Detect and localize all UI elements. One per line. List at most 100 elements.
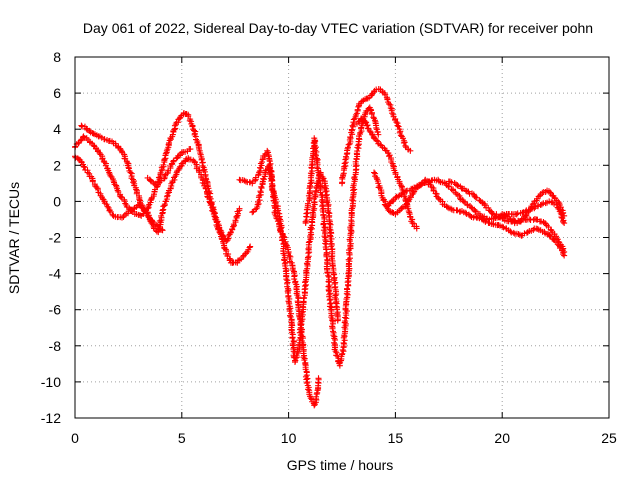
data-point [322, 240, 329, 247]
data-point [534, 225, 541, 232]
data-point [207, 199, 214, 206]
data-point [275, 215, 282, 222]
data-point [418, 182, 425, 189]
data-point [472, 194, 479, 201]
data-point [422, 179, 429, 186]
data-point [242, 178, 249, 185]
data-point [400, 139, 407, 146]
data-point [334, 317, 341, 324]
data-point [496, 213, 503, 220]
data-point [297, 326, 304, 333]
data-point [304, 386, 311, 393]
data-point [526, 216, 533, 223]
data-point [549, 199, 556, 206]
data-point [269, 185, 276, 192]
series-track-h [339, 86, 414, 187]
data-point [405, 197, 412, 204]
y-tick-label: 4 [53, 121, 61, 137]
data-point [178, 160, 185, 167]
data-point [398, 205, 405, 212]
data-point [340, 339, 347, 346]
data-point [384, 96, 391, 103]
data-point [313, 393, 320, 400]
data-point [403, 201, 410, 208]
x-tick-label: 10 [281, 430, 297, 446]
data-point [140, 207, 147, 214]
data-point [515, 217, 522, 224]
data-point [351, 175, 358, 182]
y-tick-label: 0 [53, 193, 61, 209]
data-point [539, 189, 546, 196]
data-point [256, 169, 263, 176]
data-point [493, 213, 500, 220]
data-point [334, 310, 341, 317]
data-point [298, 309, 305, 316]
data-point [323, 198, 330, 205]
data-point [325, 209, 332, 216]
data-point [236, 205, 243, 212]
data-point [448, 179, 455, 186]
data-point [214, 218, 221, 225]
data-point [191, 127, 198, 134]
data-point [292, 357, 299, 364]
data-point [410, 189, 417, 196]
data-point [80, 163, 87, 170]
x-axis-label: GPS time / hours [287, 457, 394, 473]
data-point [289, 335, 296, 342]
data-point [555, 198, 562, 205]
data-point [249, 209, 256, 216]
data-point [401, 139, 408, 146]
data-point [78, 122, 85, 129]
series-track-c [78, 122, 166, 234]
data-point [160, 161, 167, 168]
data-point [468, 204, 475, 211]
data-point [386, 152, 393, 159]
data-point [444, 204, 451, 211]
data-point [371, 169, 378, 176]
data-point [561, 248, 568, 255]
data-point [224, 236, 231, 243]
data-point [247, 243, 254, 250]
data-point [402, 142, 409, 149]
data-point [482, 218, 489, 225]
data-point [314, 164, 321, 171]
data-point [315, 375, 322, 382]
series-track-m [499, 211, 568, 255]
data-point [162, 150, 169, 157]
data-point [546, 232, 553, 239]
data-point [375, 131, 382, 138]
data-point [373, 137, 380, 144]
data-point [307, 395, 314, 402]
data-point [137, 200, 144, 207]
data-point [257, 160, 264, 167]
data-point [394, 122, 401, 129]
data-point [504, 214, 511, 221]
data-point [296, 312, 303, 319]
data-point [321, 184, 328, 191]
data-point [395, 123, 402, 130]
x-tick-label: 0 [71, 430, 79, 446]
data-point [489, 210, 496, 217]
data-point [393, 119, 400, 126]
series-track-g [302, 104, 382, 369]
data-point [551, 200, 558, 207]
data-point [342, 320, 349, 327]
data-point [84, 169, 91, 176]
series-track-d [144, 146, 194, 189]
data-point [373, 124, 380, 131]
data-point [149, 217, 156, 224]
data-point [355, 103, 362, 110]
data-point [209, 207, 216, 214]
data-point [192, 136, 199, 143]
data-point [227, 229, 234, 236]
data-point [311, 402, 318, 409]
data-point [513, 211, 520, 218]
data-point [333, 291, 340, 298]
data-point [327, 300, 334, 307]
y-tick-label: -8 [49, 338, 62, 354]
data-point [161, 172, 168, 179]
data-point [114, 187, 121, 194]
data-point [161, 175, 168, 182]
